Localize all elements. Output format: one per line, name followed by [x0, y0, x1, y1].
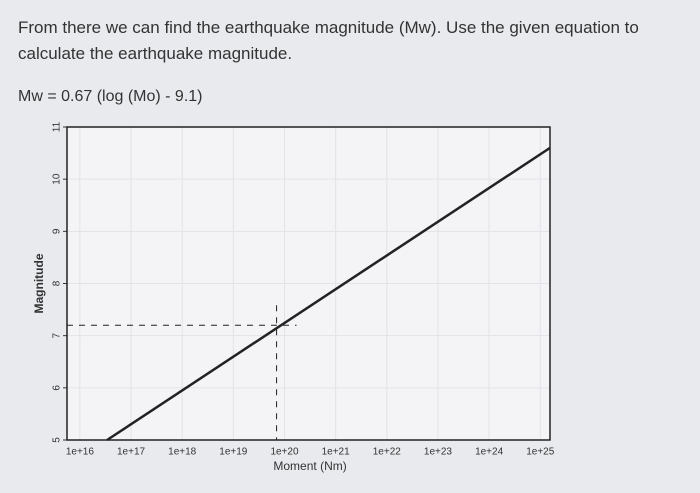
x-tick-label: 1e+21: [322, 447, 351, 458]
x-axis-label: Moment (Nm): [273, 459, 346, 473]
y-tick-label: 11: [52, 121, 63, 132]
x-tick-label: 1e+23: [424, 447, 453, 458]
y-tick-label: 8: [52, 280, 63, 286]
x-tick-label: 1e+18: [168, 447, 197, 458]
instruction: From there we can find the earthquake ma…: [18, 18, 639, 37]
y-tick-label: 6: [52, 385, 63, 391]
equation: Mw = 0.67 (log (Mo) - 9.1): [18, 88, 203, 105]
y-tick-label: 9: [52, 228, 63, 234]
line: [106, 146, 551, 442]
y-tick-label: 10: [52, 173, 63, 185]
x-tick-label: 1e+16: [66, 447, 95, 458]
y-tick-label: 7: [52, 332, 63, 338]
instruction: calculate the earthquake magnitude.: [18, 44, 293, 63]
plot-frame: [66, 126, 551, 441]
x-tick-label: 1e+17: [117, 447, 146, 458]
x-tick-label: 1e+22: [373, 447, 402, 458]
x-tick-label: 1e+20: [270, 447, 299, 458]
y-axis-label: Magnitude: [32, 253, 46, 313]
x-tick-label: 1e+19: [219, 447, 248, 458]
x-tick-label: 1e+25: [526, 447, 555, 458]
y-tick-label: 5: [52, 437, 63, 443]
x-tick-label: 1e+24: [475, 447, 504, 458]
